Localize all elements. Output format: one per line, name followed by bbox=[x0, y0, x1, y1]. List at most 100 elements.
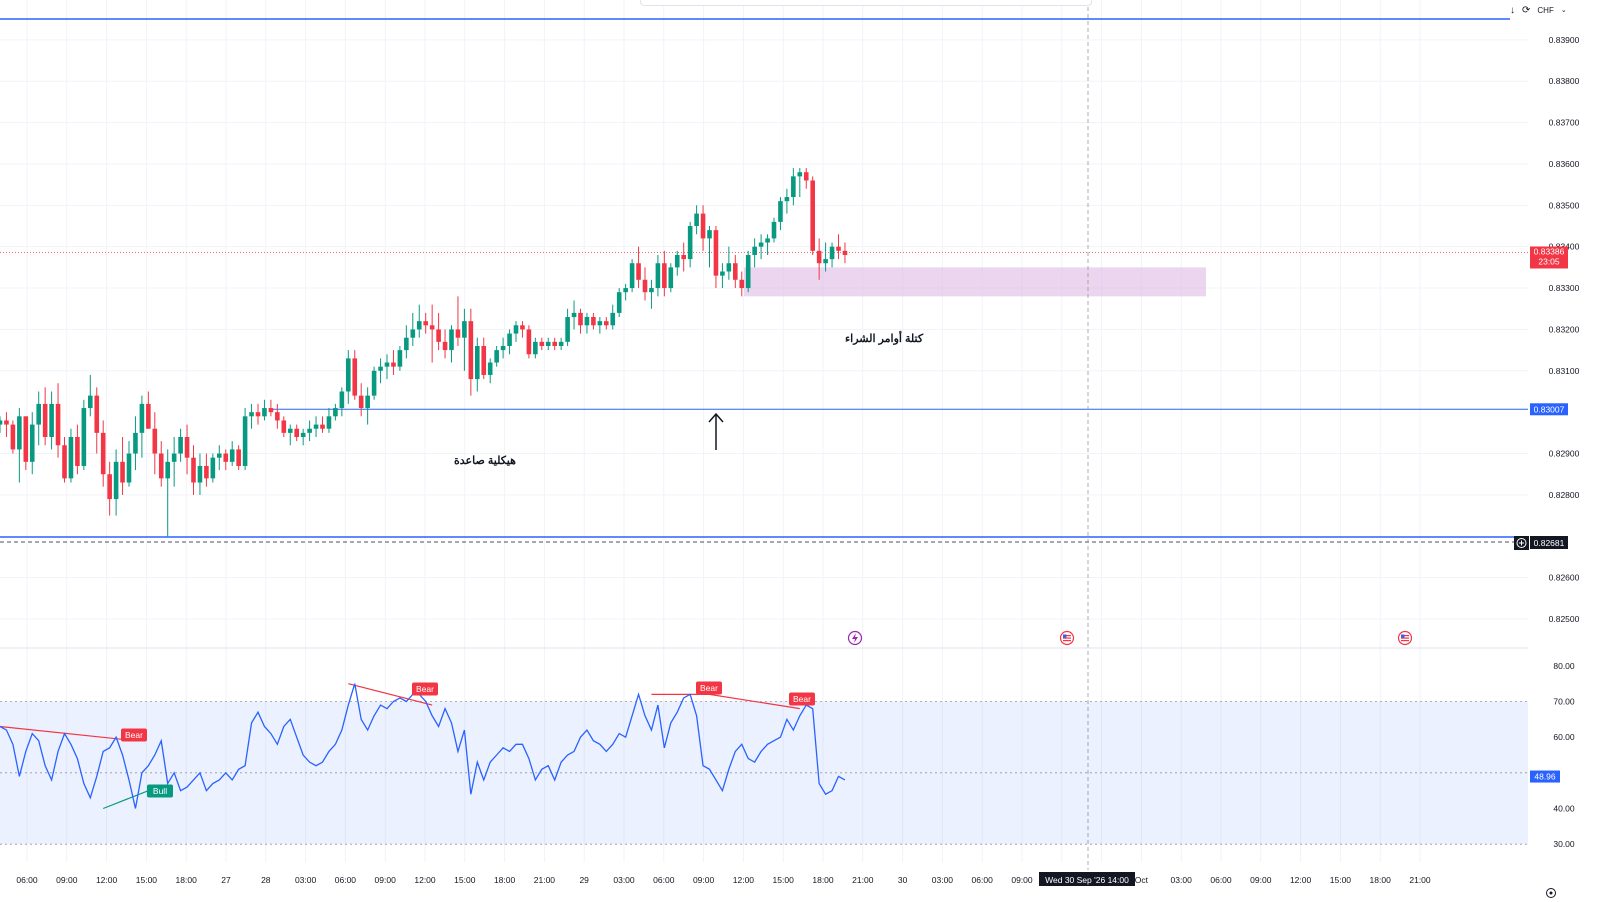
candle[interactable] bbox=[36, 391, 41, 446]
candle[interactable] bbox=[507, 329, 512, 355]
candle-body[interactable] bbox=[210, 457, 216, 479]
candle-body[interactable] bbox=[416, 321, 422, 330]
candle[interactable] bbox=[262, 399, 267, 421]
candle[interactable] bbox=[171, 437, 177, 487]
up-arrow-icon[interactable] bbox=[708, 412, 724, 450]
candle[interactable] bbox=[371, 366, 377, 400]
candle[interactable] bbox=[662, 250, 667, 297]
candle[interactable] bbox=[707, 226, 712, 268]
candle-body[interactable] bbox=[423, 321, 428, 326]
candle-body[interactable] bbox=[552, 341, 557, 346]
candle-body[interactable] bbox=[62, 445, 67, 479]
candle-body[interactable] bbox=[636, 263, 641, 280]
candle-body[interactable] bbox=[171, 453, 177, 462]
candle[interactable] bbox=[494, 345, 499, 367]
candle[interactable] bbox=[268, 399, 274, 417]
us-flag-event-icon[interactable] bbox=[1397, 630, 1413, 646]
candle[interactable] bbox=[552, 337, 557, 351]
candle[interactable] bbox=[642, 267, 648, 301]
candle[interactable] bbox=[475, 337, 480, 392]
candle-body[interactable] bbox=[836, 246, 841, 251]
candle[interactable] bbox=[146, 391, 151, 429]
candle-body[interactable] bbox=[694, 213, 699, 226]
candle-body[interactable] bbox=[0, 420, 3, 425]
candle-body[interactable] bbox=[113, 461, 119, 500]
candle[interactable] bbox=[365, 387, 370, 425]
candle[interactable] bbox=[197, 453, 203, 495]
candle[interactable] bbox=[455, 296, 461, 346]
candle[interactable] bbox=[655, 254, 661, 297]
candle[interactable] bbox=[158, 441, 164, 487]
candle-body[interactable] bbox=[565, 317, 570, 342]
candle-body[interactable] bbox=[520, 325, 525, 330]
crosshair-add-icon[interactable] bbox=[1514, 536, 1529, 550]
candle-body[interactable] bbox=[752, 246, 757, 255]
price-axis[interactable]: 0.839000.838000.837000.836000.835000.834… bbox=[1528, 0, 1600, 870]
candle[interactable] bbox=[597, 317, 603, 334]
candle-body[interactable] bbox=[681, 254, 686, 260]
candle-body[interactable] bbox=[397, 350, 403, 367]
candle[interactable] bbox=[816, 238, 822, 280]
candle[interactable] bbox=[42, 387, 48, 446]
candle[interactable] bbox=[558, 337, 564, 351]
candle[interactable] bbox=[229, 441, 235, 466]
candle-body[interactable] bbox=[365, 395, 370, 409]
candle-body[interactable] bbox=[816, 250, 822, 264]
candle[interactable] bbox=[384, 354, 390, 380]
candle[interactable] bbox=[810, 176, 815, 255]
candle-body[interactable] bbox=[462, 321, 467, 338]
candle[interactable] bbox=[513, 321, 519, 342]
candle[interactable] bbox=[687, 221, 693, 268]
candle-body[interactable] bbox=[745, 254, 751, 289]
candle[interactable] bbox=[520, 321, 525, 338]
candle-body[interactable] bbox=[810, 180, 815, 251]
candle[interactable] bbox=[739, 271, 745, 297]
candle-body[interactable] bbox=[378, 366, 383, 371]
candle-body[interactable] bbox=[604, 321, 609, 326]
candle[interactable] bbox=[571, 300, 577, 330]
candle[interactable] bbox=[681, 242, 686, 272]
candle[interactable] bbox=[410, 312, 416, 346]
candle-body[interactable] bbox=[23, 416, 29, 462]
candle[interactable] bbox=[823, 242, 828, 272]
candle[interactable] bbox=[223, 449, 229, 471]
candle-body[interactable] bbox=[236, 449, 241, 466]
candle-body[interactable] bbox=[539, 341, 545, 346]
candle-body[interactable] bbox=[281, 420, 287, 433]
candle-body[interactable] bbox=[158, 453, 164, 479]
candle[interactable] bbox=[836, 234, 841, 260]
candle-body[interactable] bbox=[578, 312, 583, 326]
candle-body[interactable] bbox=[88, 395, 93, 409]
candle-body[interactable] bbox=[610, 312, 616, 326]
candle-body[interactable] bbox=[120, 461, 125, 483]
candle[interactable] bbox=[49, 391, 54, 450]
order-block-zone[interactable] bbox=[744, 267, 1206, 297]
candle-body[interactable] bbox=[320, 424, 325, 429]
candle-body[interactable] bbox=[571, 312, 577, 318]
candle[interactable] bbox=[255, 403, 261, 425]
candle-body[interactable] bbox=[629, 263, 635, 289]
candle-body[interactable] bbox=[468, 321, 474, 380]
us-flag-event-icon[interactable] bbox=[1059, 630, 1075, 646]
candle[interactable] bbox=[358, 383, 364, 417]
candle-body[interactable] bbox=[217, 453, 222, 458]
candle-body[interactable] bbox=[803, 172, 809, 181]
candle-body[interactable] bbox=[771, 221, 777, 239]
candle-body[interactable] bbox=[494, 350, 499, 363]
currency-selector[interactable]: CHF bbox=[1537, 5, 1554, 15]
candle[interactable] bbox=[236, 445, 241, 471]
candle[interactable] bbox=[462, 308, 467, 371]
candle-body[interactable] bbox=[687, 226, 693, 260]
candle[interactable] bbox=[481, 337, 487, 380]
candle-body[interactable] bbox=[204, 465, 209, 479]
candle[interactable] bbox=[191, 445, 196, 495]
candle-body[interactable] bbox=[100, 432, 106, 475]
candle[interactable] bbox=[75, 424, 80, 475]
candle-body[interactable] bbox=[262, 408, 267, 417]
candle[interactable] bbox=[468, 308, 474, 396]
candle-body[interactable] bbox=[558, 341, 564, 346]
candle[interactable] bbox=[745, 250, 751, 293]
candle[interactable] bbox=[210, 453, 216, 483]
candle[interactable] bbox=[842, 242, 848, 264]
arrow-down-icon[interactable]: ↓ bbox=[1510, 4, 1515, 16]
